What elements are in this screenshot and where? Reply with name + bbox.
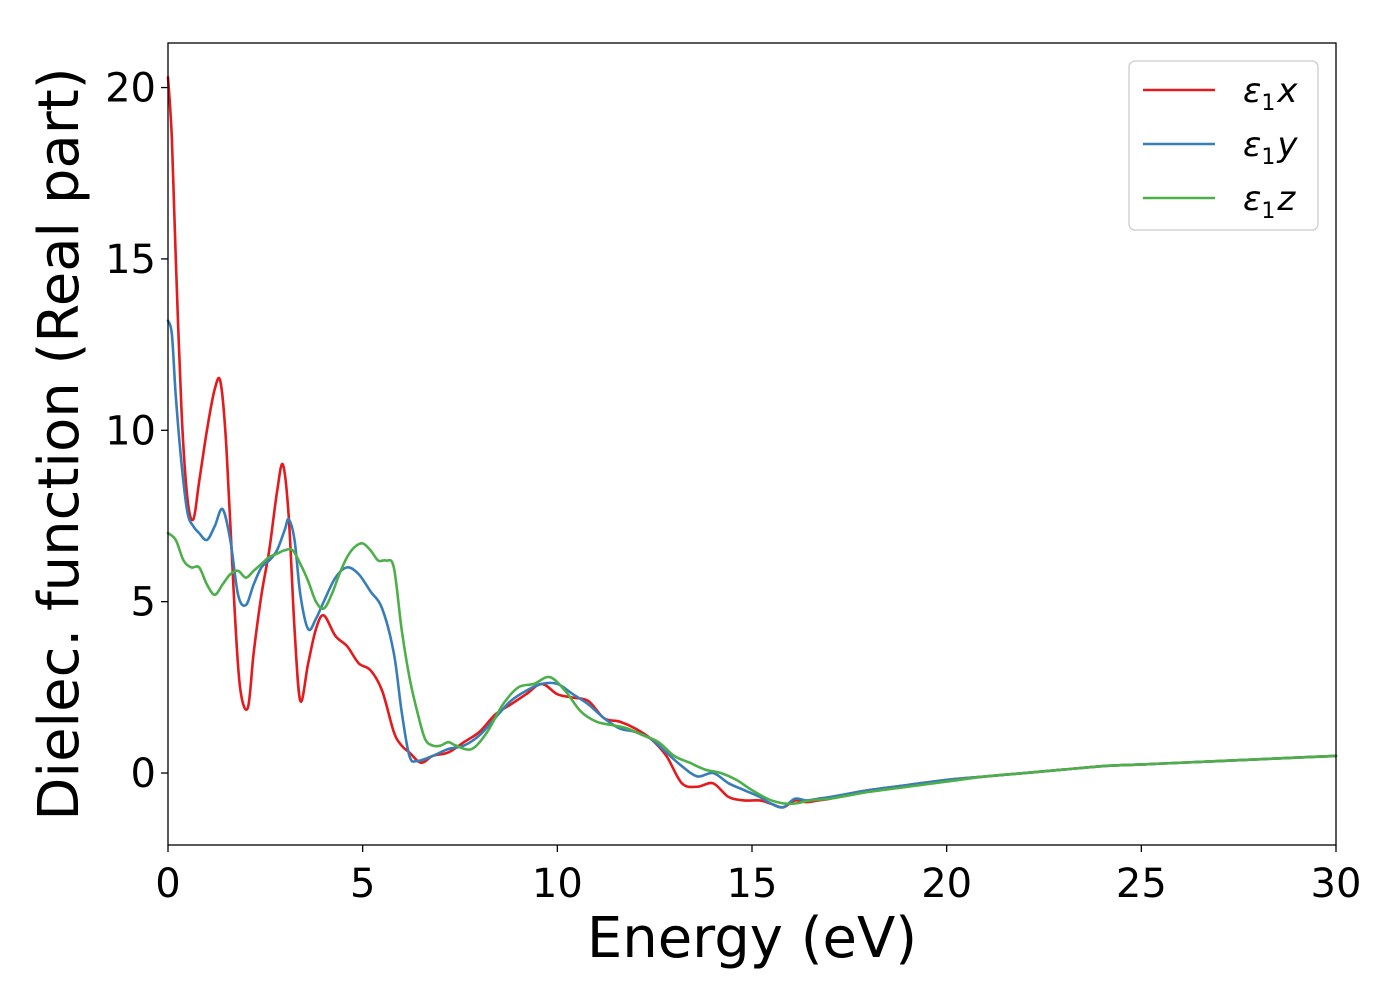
- x-tick-label: 0: [155, 861, 180, 907]
- legend-label-z: ε1z: [1243, 179, 1296, 224]
- x-axis-label: Energy (eV): [587, 906, 917, 971]
- x-tick-label: 10: [532, 861, 583, 907]
- y-axis-ticks: 0 5 10 15 20: [105, 66, 168, 797]
- series-line-z: [166, 531, 1338, 806]
- legend-label-y: ε1y: [1243, 125, 1298, 170]
- x-tick-label: 25: [1116, 861, 1167, 907]
- series-layer: [166, 75, 1338, 809]
- y-tick-label: 0: [131, 751, 156, 797]
- y-tick-label: 15: [105, 237, 156, 283]
- y-tick-label: 20: [105, 66, 156, 112]
- y-tick-label: 10: [105, 408, 156, 454]
- x-tick-label: 20: [921, 861, 972, 907]
- x-tick-label: 5: [350, 861, 375, 907]
- y-tick-label: 5: [131, 580, 156, 626]
- legend-label-x: ε1x: [1243, 71, 1298, 116]
- legend: ε1x ε1y ε1z: [1128, 60, 1319, 231]
- x-tick-label: 15: [727, 861, 778, 907]
- legend-items: ε1x ε1y ε1z: [1143, 71, 1298, 224]
- legend-box: [1128, 60, 1319, 231]
- x-tick-label: 30: [1311, 861, 1362, 907]
- y-axis-label: Dielec. function (Real part): [27, 67, 92, 820]
- x-axis-ticks: 0 5 10 15 20 25 30: [155, 845, 1361, 907]
